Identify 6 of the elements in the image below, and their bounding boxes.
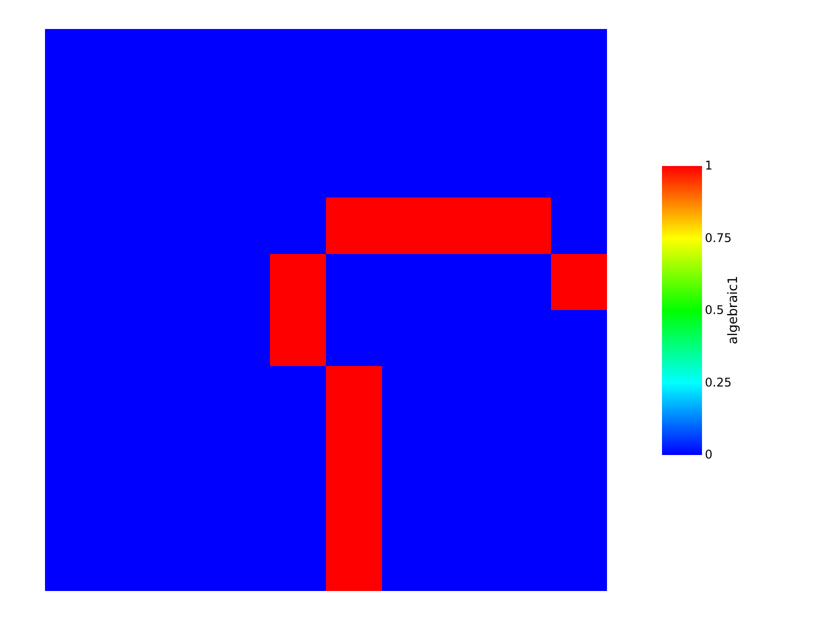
color-bar-title: algebraic1 (726, 276, 741, 344)
color-bar-label: 0.5 (704, 303, 724, 318)
color-bar-label: 0.75 (704, 230, 732, 245)
color-bar-label: 0 (704, 448, 713, 462)
color-bar-label: 0.25 (704, 375, 732, 390)
color-bar-label: 1 (704, 158, 713, 173)
